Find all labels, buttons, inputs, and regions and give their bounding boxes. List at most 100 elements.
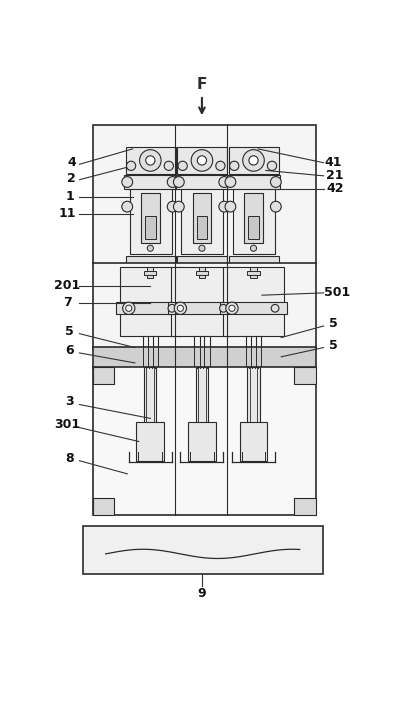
Text: 21: 21	[326, 169, 344, 182]
Bar	[227, 175, 281, 189]
Bar	[83, 526, 323, 574]
Text: 9: 9	[198, 588, 206, 601]
Circle shape	[197, 156, 206, 165]
Circle shape	[219, 304, 227, 312]
Circle shape	[249, 156, 258, 165]
Bar	[177, 146, 227, 174]
Bar	[126, 146, 176, 174]
Bar	[124, 175, 177, 189]
Bar	[145, 216, 156, 239]
Circle shape	[271, 304, 279, 312]
Bar	[197, 216, 207, 239]
Bar	[229, 146, 279, 174]
Circle shape	[177, 305, 184, 311]
Text: 501: 501	[323, 286, 350, 299]
Bar	[93, 125, 316, 264]
Text: 1: 1	[65, 190, 74, 203]
Bar	[294, 367, 316, 384]
Bar	[196, 367, 208, 457]
Circle shape	[270, 201, 281, 212]
Bar	[244, 193, 263, 243]
Bar	[171, 267, 233, 336]
Bar	[117, 302, 184, 314]
Circle shape	[216, 162, 225, 170]
Circle shape	[225, 201, 236, 212]
Circle shape	[178, 162, 187, 170]
Circle shape	[174, 302, 186, 314]
Bar	[136, 423, 164, 461]
Text: 5: 5	[329, 317, 338, 330]
Bar	[144, 265, 156, 268]
Bar	[196, 265, 208, 268]
Text: 7: 7	[63, 296, 72, 309]
Circle shape	[243, 150, 264, 171]
Bar	[248, 216, 259, 239]
Circle shape	[126, 305, 132, 311]
Text: 42: 42	[326, 182, 344, 195]
Bar	[93, 367, 316, 515]
Text: 2: 2	[67, 172, 76, 185]
Bar	[144, 270, 156, 275]
Bar	[177, 256, 227, 267]
Bar	[229, 256, 279, 267]
Circle shape	[219, 201, 230, 212]
Circle shape	[122, 177, 133, 187]
Circle shape	[146, 156, 155, 165]
Circle shape	[167, 201, 178, 212]
Circle shape	[123, 302, 135, 314]
Text: 201: 201	[54, 280, 80, 293]
Circle shape	[229, 305, 235, 311]
Text: 5: 5	[329, 339, 338, 352]
Bar	[294, 497, 316, 515]
Bar	[251, 267, 256, 278]
Circle shape	[164, 162, 173, 170]
Circle shape	[122, 201, 133, 212]
Text: 3: 3	[65, 395, 74, 408]
Bar	[130, 151, 172, 255]
Circle shape	[147, 245, 153, 252]
Bar	[93, 367, 114, 384]
Bar	[176, 175, 229, 189]
Bar	[247, 265, 260, 268]
Circle shape	[173, 201, 184, 212]
Bar	[196, 270, 208, 275]
Bar	[126, 256, 176, 267]
Circle shape	[139, 150, 161, 171]
Bar	[93, 497, 114, 515]
Circle shape	[270, 177, 281, 187]
Circle shape	[251, 245, 256, 252]
Circle shape	[126, 162, 136, 170]
Circle shape	[168, 304, 176, 312]
Text: 6: 6	[65, 344, 74, 357]
Circle shape	[199, 245, 205, 252]
Circle shape	[173, 177, 184, 187]
Circle shape	[191, 150, 213, 171]
Circle shape	[230, 162, 239, 170]
Bar	[119, 267, 181, 336]
Bar	[219, 302, 287, 314]
Bar	[223, 267, 284, 336]
Bar	[188, 423, 216, 461]
Bar	[93, 263, 316, 349]
Text: 41: 41	[325, 156, 342, 169]
Bar	[233, 151, 275, 255]
Bar	[247, 270, 260, 275]
Text: F: F	[197, 77, 207, 92]
Text: 4: 4	[67, 156, 76, 169]
Bar	[181, 151, 223, 255]
Bar	[247, 367, 260, 457]
Bar	[147, 267, 153, 278]
Text: 5: 5	[65, 325, 74, 338]
Circle shape	[167, 177, 178, 187]
Circle shape	[225, 177, 236, 187]
Bar	[199, 267, 205, 278]
Bar	[193, 193, 211, 243]
Circle shape	[219, 177, 230, 187]
Bar	[240, 423, 268, 461]
Text: 301: 301	[54, 418, 80, 431]
Bar	[168, 302, 236, 314]
Bar	[141, 193, 160, 243]
Text: 11: 11	[58, 207, 76, 220]
Circle shape	[268, 162, 277, 170]
Text: 8: 8	[65, 452, 74, 465]
